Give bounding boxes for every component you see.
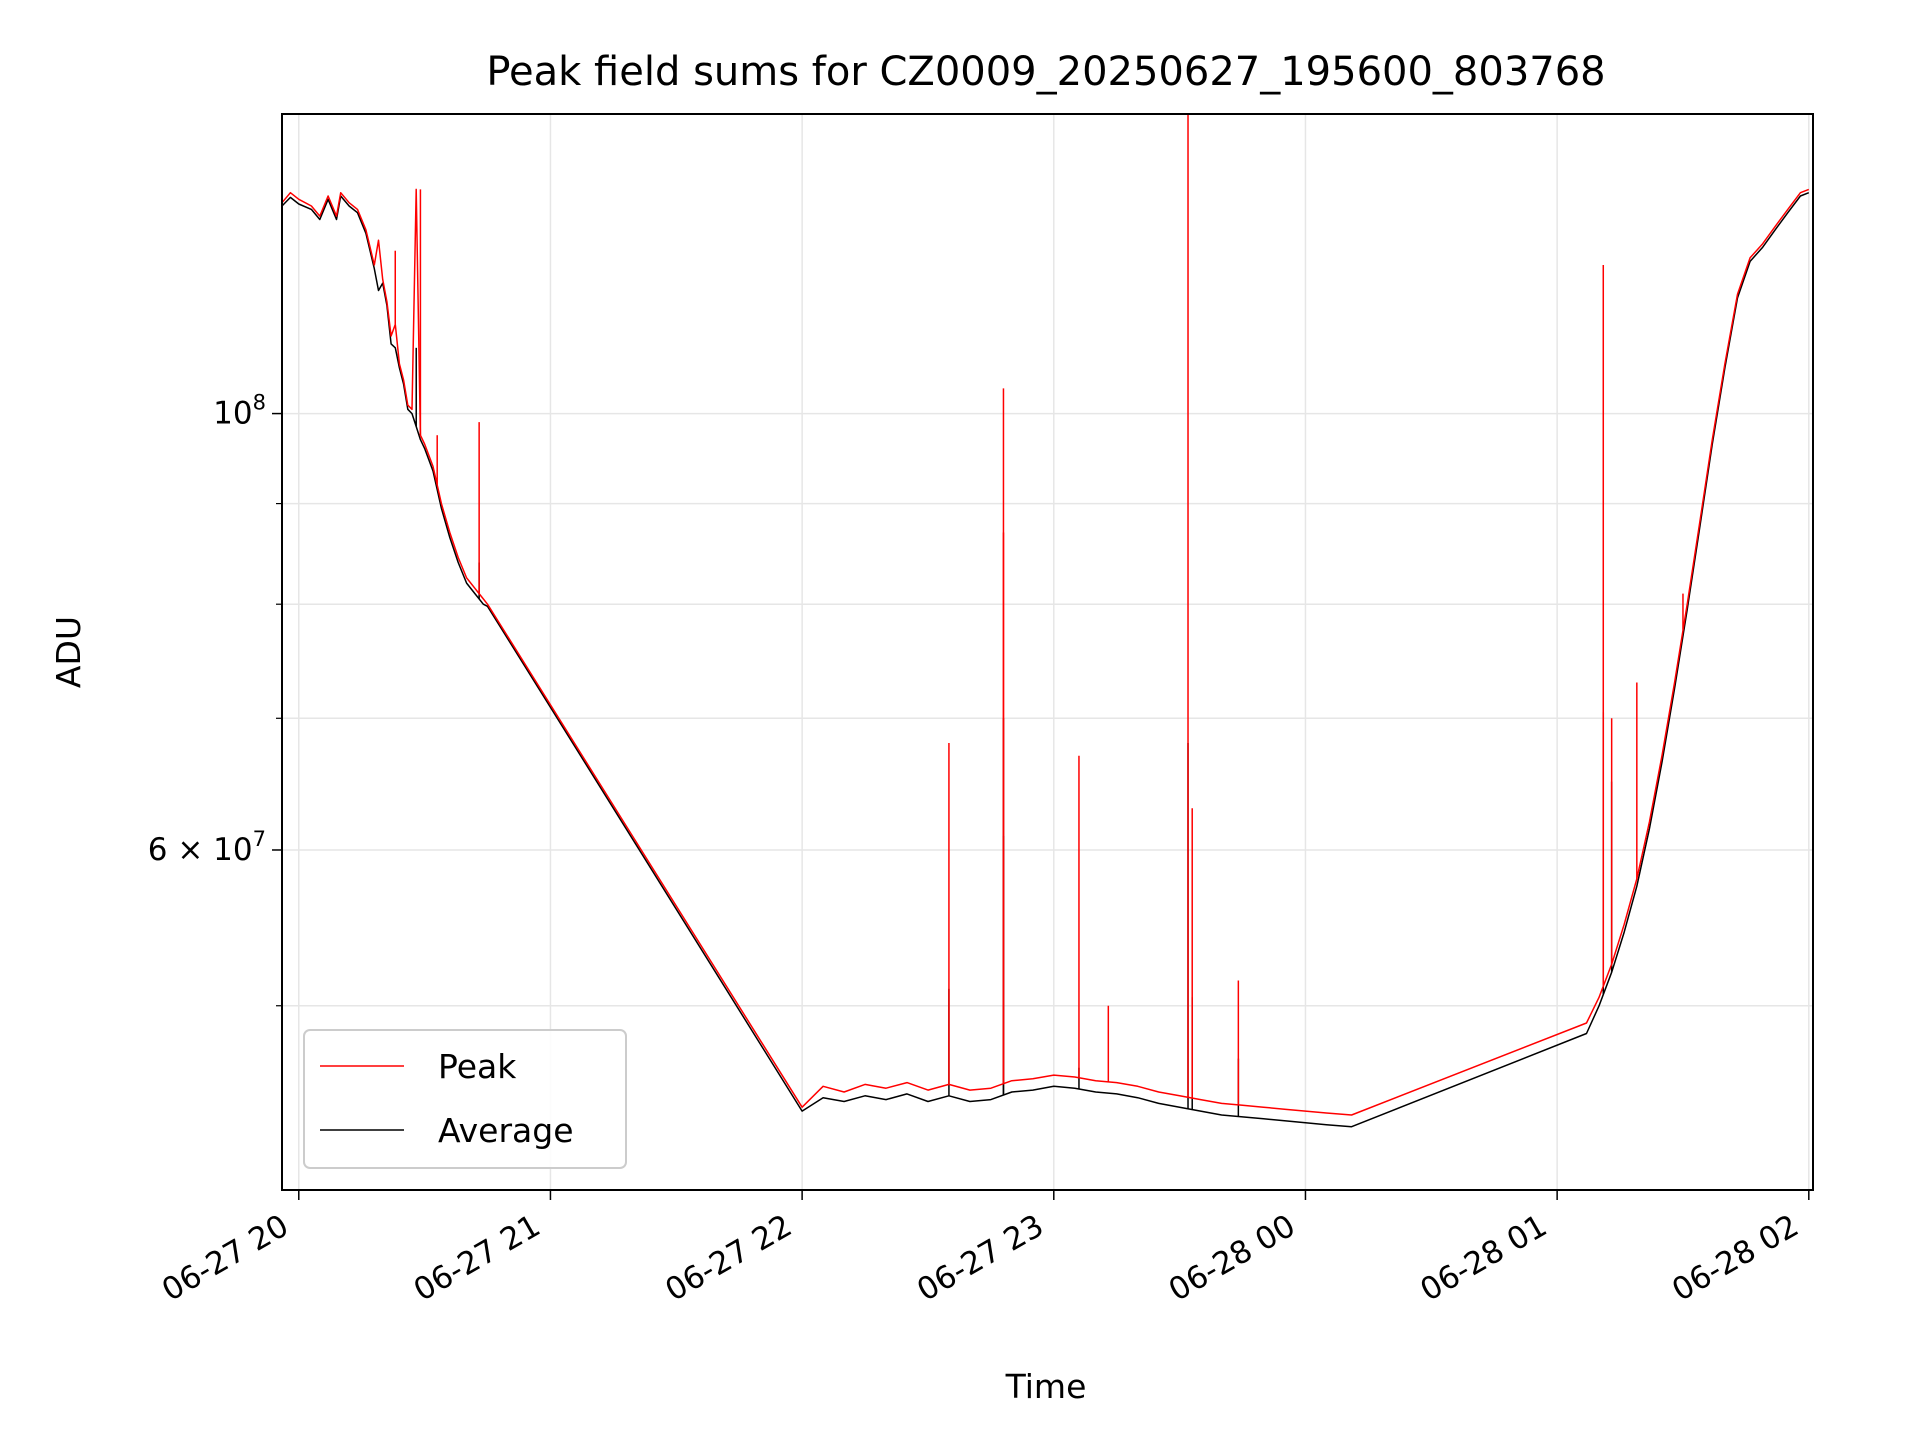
series-layer bbox=[281, 114, 1810, 1128]
x-tick-label: 06-27 22 bbox=[659, 1208, 798, 1309]
x-tick-label: 06-28 02 bbox=[1666, 1208, 1805, 1309]
chart-title: Peak field sums for CZ0009_20250627_1956… bbox=[486, 49, 1605, 95]
legend: Peak Average bbox=[303, 1029, 627, 1169]
x-tick-label: 06-27 20 bbox=[156, 1208, 295, 1309]
legend-label-average: Average bbox=[438, 1111, 574, 1150]
legend-label-peak: Peak bbox=[438, 1047, 517, 1086]
x-tick-label: 06-28 00 bbox=[1163, 1208, 1302, 1309]
x-tick-label: 06-27 23 bbox=[911, 1208, 1050, 1309]
y-axis-label: ADU bbox=[49, 616, 88, 688]
series-line-peak bbox=[281, 188, 1810, 1116]
x-axis-label: Time bbox=[1005, 1367, 1087, 1406]
grid bbox=[282, 114, 1813, 1190]
x-axis: 06-27 20 06-27 21 06-27 22 06-27 23 06-28 00… bbox=[156, 1190, 1810, 1309]
y-axis: 108 6 × 107 bbox=[148, 391, 282, 1007]
y-tick-label: 108 bbox=[213, 391, 266, 432]
x-tick-label: 06-27 21 bbox=[408, 1208, 547, 1309]
legend-box bbox=[303, 1029, 627, 1169]
y-tick-label: 6 × 107 bbox=[148, 827, 266, 868]
x-tick-label: 06-28 01 bbox=[1414, 1208, 1553, 1309]
series-line-average bbox=[281, 192, 1810, 1128]
plot-frame bbox=[281, 113, 1814, 1191]
